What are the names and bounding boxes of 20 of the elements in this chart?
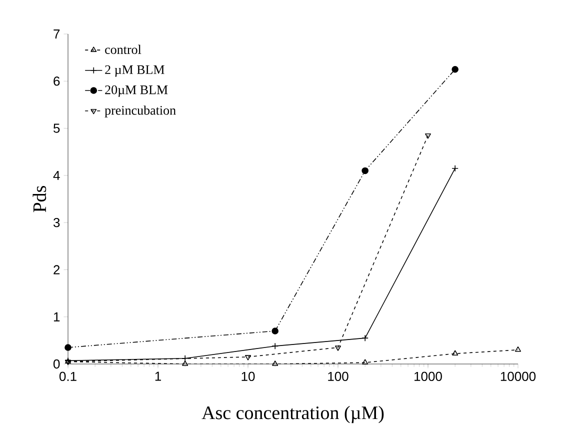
y-tick-label: 1	[54, 312, 60, 322]
x-axis-title: Asc concentration (µM)	[202, 406, 384, 424]
y-axis-title: Pds	[32, 186, 46, 212]
y-tick-label: 7	[54, 30, 60, 38]
legend-label: 20µM BLM	[105, 85, 168, 97]
x-tick-label: 10	[242, 372, 255, 382]
y-tick-label: 3	[53, 218, 60, 228]
y-tick-label: 2	[54, 265, 60, 274]
x-tick-label: 10000	[500, 372, 536, 382]
y-tick-label: 4	[53, 170, 60, 180]
x-tick-label: 1	[155, 372, 161, 381]
legend-label: control	[105, 44, 142, 54]
x-tick-label: 1000	[414, 372, 442, 382]
y-tick-label: 0	[53, 359, 60, 369]
x-tick-label: 0.1	[59, 372, 76, 382]
x-tick-label: 100	[328, 372, 348, 382]
legend-label: 2 µM BLM	[105, 65, 164, 77]
y-tick-label: 6	[54, 76, 60, 86]
y-tick-label: 5	[54, 124, 60, 133]
legend-label: preincubation	[104, 106, 176, 118]
